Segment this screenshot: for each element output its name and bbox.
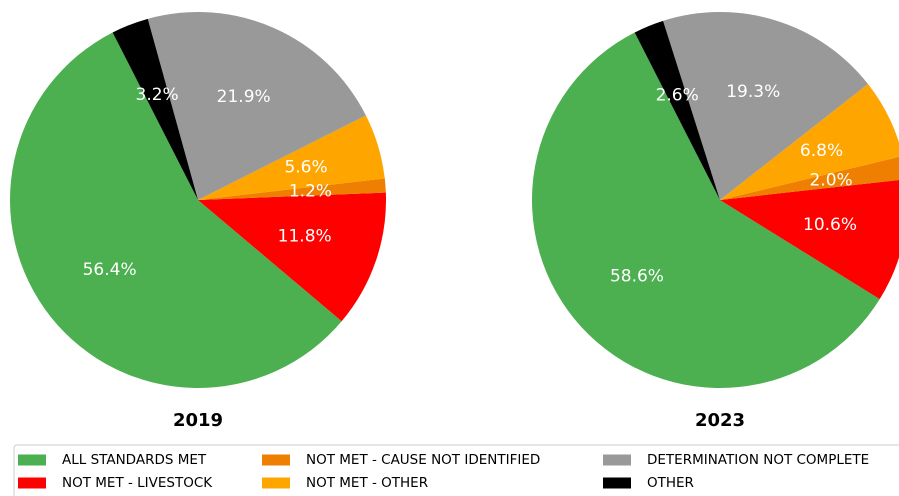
legend-label: NOT MET - OTHER [306,475,428,491]
legend-label: NOT MET - CAUSE NOT IDENTIFIED [306,452,540,468]
slice-label: 2.0% [809,170,852,190]
slice-label: 5.6% [284,158,327,178]
legend-label: NOT MET - LIVESTOCK [62,475,213,491]
slice-label: 19.3% [726,82,780,102]
legend-swatch [262,454,290,466]
pie-slice [9,32,342,389]
legend-label: ALL STANDARDS MET [62,452,207,468]
pie-slice [663,12,868,200]
legend-swatch [603,454,631,466]
legend-label: DETERMINATION NOT COMPLETE [647,452,869,468]
chart-title: 2023 [695,410,745,431]
legend-swatch [262,477,290,489]
slice-label: 3.2% [136,85,179,105]
pie-slice [147,11,366,200]
slice-label: 56.4% [83,260,137,280]
legend-label: OTHER [647,475,694,491]
pie-slice [198,178,386,200]
slice-label: 1.2% [289,181,332,201]
slice-label: 58.6% [610,266,664,286]
pie-slice [112,18,198,200]
slice-label: 21.9% [217,87,271,107]
legend-box [13,444,899,496]
pie-slice [720,156,899,200]
pie-slice [531,32,880,388]
pie-slice [720,180,899,300]
legend-swatch [18,477,46,489]
slice-label: 11.8% [278,227,332,247]
slice-label: 6.8% [800,141,843,161]
slice-label: 10.6% [803,215,857,235]
chart-title: 2019 [173,410,223,431]
legend-swatch [18,454,46,466]
pie-slice [198,192,386,322]
slice-label: 2.6% [656,86,699,106]
pie-slice [720,84,899,200]
pie-slice [634,20,720,201]
pie-slice [198,115,385,200]
legend-swatch [603,477,631,489]
